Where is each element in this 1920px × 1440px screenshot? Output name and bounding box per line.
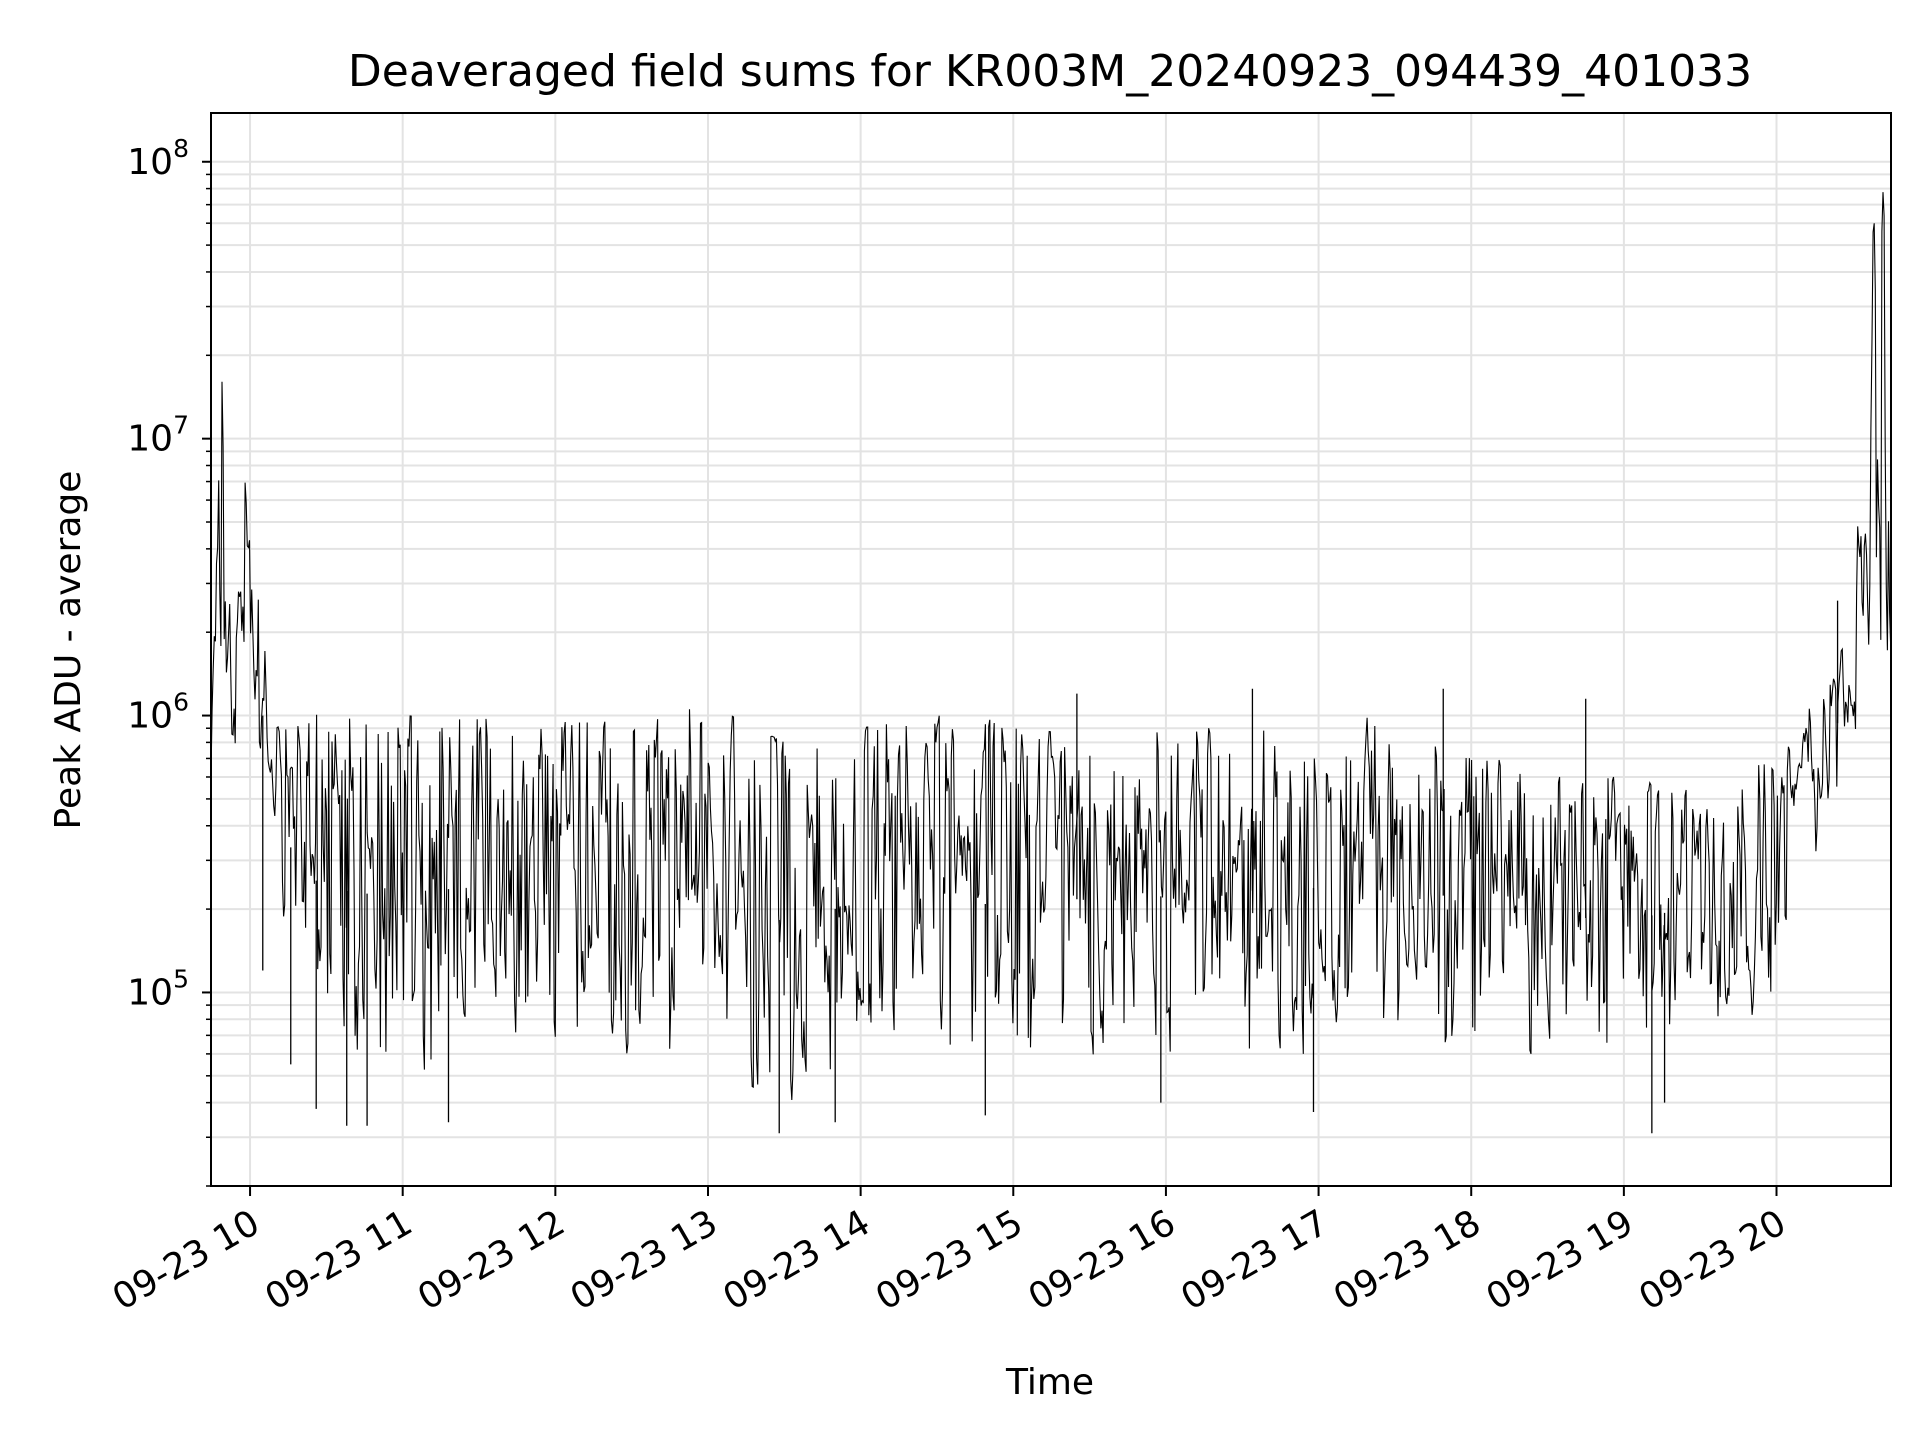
- y-axis-label: Peak ADU - average: [48, 471, 89, 830]
- series-line: [210, 192, 1892, 1101]
- x-tick-label: 09-23 16: [1022, 1202, 1183, 1318]
- data-series: [210, 192, 1892, 1134]
- chart-title: Deaveraged field sums for KR003M_2024092…: [348, 46, 1752, 97]
- x-tick-label: 09-23 20: [1632, 1202, 1793, 1318]
- y-tick-label: 107: [127, 411, 189, 460]
- x-tick-label: 09-23 15: [869, 1202, 1030, 1318]
- x-tick-label: 09-23 10: [106, 1202, 267, 1318]
- grid-lines: [211, 113, 1891, 1187]
- x-tick-label: 09-23 13: [564, 1202, 725, 1318]
- y-tick-label: 108: [127, 134, 189, 183]
- y-axis-ticks: 105 106 107 108: [127, 134, 211, 1187]
- y-tick-label: 105: [127, 964, 189, 1013]
- plot-area-frame: [210, 112, 1892, 1187]
- x-tick-label: 09-23 18: [1327, 1202, 1488, 1318]
- y-tick-label: 106: [127, 688, 189, 737]
- x-tick-label: 09-23 17: [1174, 1202, 1335, 1318]
- x-axis-label: Time: [1005, 1362, 1094, 1403]
- x-tick-label: 09-23 11: [259, 1202, 420, 1318]
- x-tick-label: 09-23 14: [716, 1202, 877, 1318]
- x-tick-label: 09-23 19: [1480, 1202, 1641, 1318]
- x-tick-label: 09-23 12: [411, 1202, 572, 1318]
